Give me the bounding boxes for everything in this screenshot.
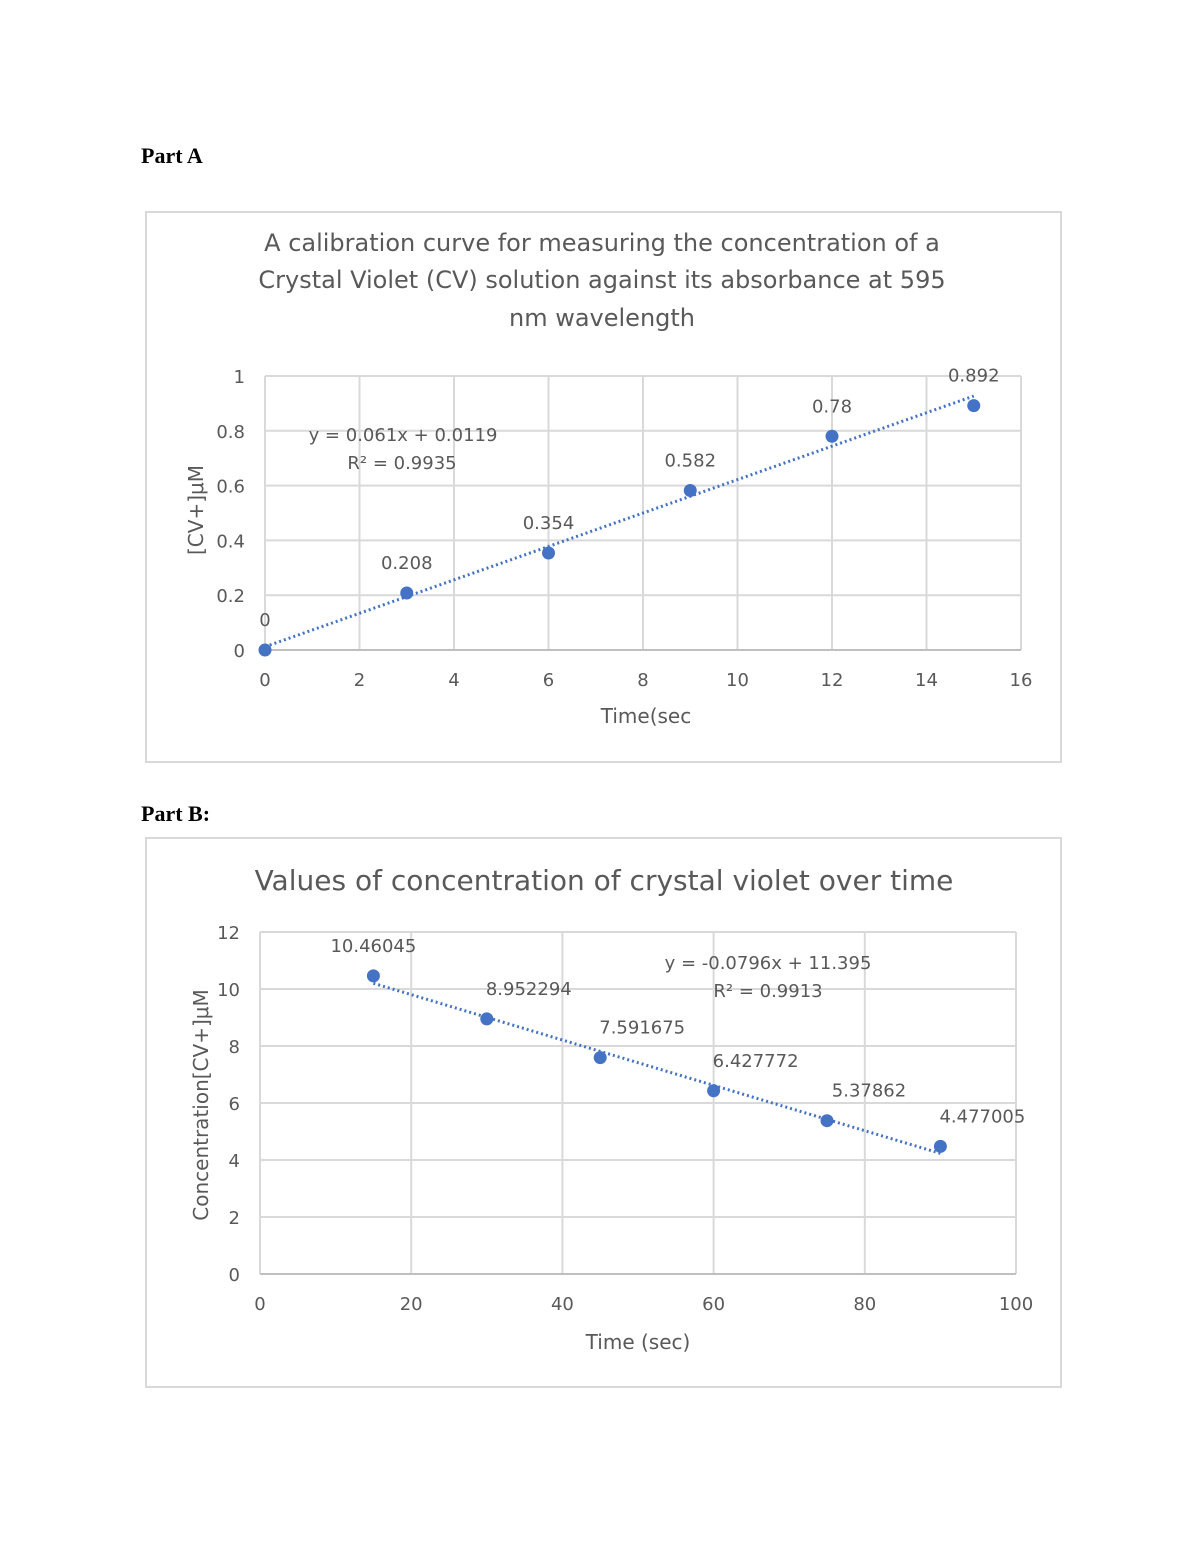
- data-label: 0.208: [381, 553, 433, 574]
- chart-title: Values of concentration of crystal viole…: [255, 864, 954, 897]
- y-tick-label: 1: [234, 367, 245, 388]
- y-tick-label: 8: [229, 1037, 240, 1058]
- part-a-heading: Part A: [141, 143, 203, 168]
- data-point: [366, 969, 380, 983]
- data-label: 0.892: [948, 366, 1000, 387]
- y-axis-label: [CV+]μM: [184, 465, 208, 555]
- data-label: 8.952294: [486, 979, 572, 1000]
- data-label: 0: [259, 610, 270, 631]
- y-tick-label: 6: [229, 1094, 240, 1115]
- x-tick-label: 6: [543, 670, 554, 691]
- data-point: [400, 586, 414, 600]
- x-tick-label: 12: [821, 670, 844, 691]
- data-point: [707, 1084, 721, 1098]
- x-tick-label: 16: [1010, 670, 1033, 691]
- chart-b-frame: [145, 837, 1062, 1388]
- data-point: [683, 484, 697, 498]
- data-label: 4.477005: [939, 1106, 1025, 1127]
- data-label: 10.46045: [330, 936, 416, 957]
- chart-title: Crystal Violet (CV) solution against its…: [258, 266, 945, 294]
- data-label: 0.354: [523, 513, 575, 534]
- data-point: [967, 399, 981, 413]
- x-axis-label: Time(sec: [600, 704, 691, 728]
- data-point: [258, 643, 272, 657]
- x-axis-label: Time (sec): [585, 1330, 691, 1354]
- chart-title: A calibration curve for measuring the co…: [264, 229, 940, 257]
- data-label: 0.78: [812, 396, 852, 417]
- x-tick-label: 2: [354, 670, 365, 691]
- data-point: [542, 546, 555, 560]
- data-point: [480, 1012, 494, 1026]
- x-tick-label: 0: [259, 670, 270, 691]
- data-point: [933, 1139, 947, 1153]
- data-point: [820, 1114, 834, 1128]
- y-tick-label: 2: [229, 1208, 240, 1229]
- trendline-equation: y = -0.0796x + 11.395: [665, 953, 872, 974]
- data-label: 0.582: [664, 451, 716, 472]
- y-tick-label: 0: [234, 641, 245, 662]
- trendline: [372, 981, 941, 1155]
- x-tick-label: 20: [400, 1294, 423, 1315]
- y-axis-label: Concentration[CV+]μM: [189, 989, 213, 1220]
- chart-a-frame: [145, 211, 1062, 763]
- data-point: [825, 429, 839, 443]
- y-tick-label: 0.8: [216, 422, 245, 443]
- x-tick-label: 0: [254, 1294, 265, 1315]
- x-tick-label: 14: [915, 670, 938, 691]
- y-tick-label: 10: [217, 980, 240, 1001]
- y-tick-label: 4: [229, 1151, 240, 1172]
- data-label: 5.37862: [832, 1081, 906, 1102]
- data-label: 6.427772: [713, 1051, 799, 1072]
- x-tick-label: 100: [999, 1294, 1033, 1315]
- trendline: [264, 394, 975, 649]
- data-point: [593, 1051, 607, 1065]
- x-tick-label: 80: [853, 1294, 876, 1315]
- x-tick-label: 60: [702, 1294, 725, 1315]
- y-tick-label: 0.6: [216, 477, 245, 498]
- data-label: 7.591675: [599, 1018, 685, 1039]
- trendline-equation: y = 0.061x + 0.0119: [309, 425, 498, 446]
- trendline-r-squared: R² = 0.9913: [713, 981, 822, 1002]
- x-tick-label: 40: [551, 1294, 574, 1315]
- y-tick-label: 0.2: [216, 586, 245, 607]
- part-b-heading: Part B:: [141, 801, 211, 826]
- x-tick-label: 8: [637, 670, 648, 691]
- x-tick-label: 4: [448, 670, 459, 691]
- y-tick-label: 0.4: [216, 531, 245, 552]
- trendline-r-squared: R² = 0.9935: [347, 453, 456, 474]
- chart-title: nm wavelength: [509, 304, 695, 332]
- y-tick-label: 0: [229, 1265, 240, 1286]
- y-tick-label: 12: [217, 923, 240, 944]
- x-tick-label: 10: [726, 670, 749, 691]
